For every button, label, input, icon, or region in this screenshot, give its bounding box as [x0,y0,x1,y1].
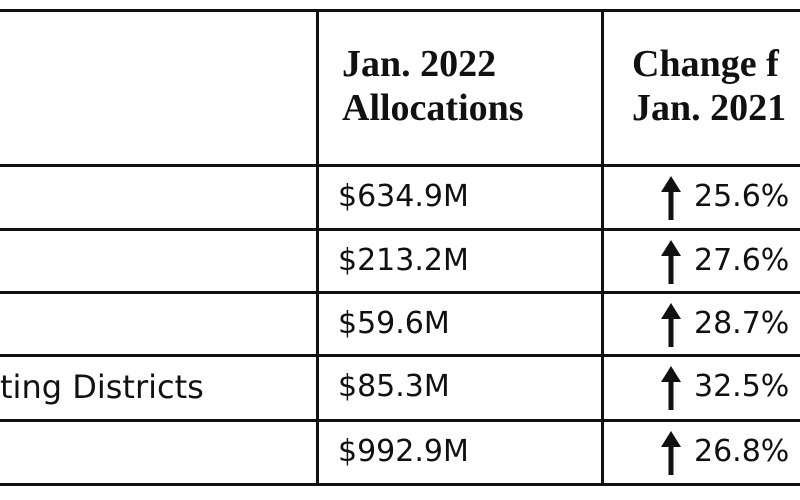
rule [0,354,800,357]
allocation-value: $85.3M [338,369,450,404]
up-arrow [660,303,682,347]
arrow-icon [661,366,681,410]
rule [0,164,800,167]
allocation-value: $213.2M [338,243,469,278]
change-value: 32.5% [694,369,790,404]
rule [0,483,800,486]
up-arrow [660,176,682,220]
up-arrow [660,240,682,284]
change-value: 28.7% [694,306,790,341]
header-line: Change f [632,43,779,85]
header-line: Jan. 2022 [342,43,497,85]
change-value: 27.6% [694,243,790,278]
up-arrow [660,431,682,475]
rule [0,291,800,294]
rule [316,10,319,486]
rule [0,419,800,422]
arrow-icon [661,240,681,284]
column-header: Jan. 2022 Allocations [342,42,524,130]
allocation-value: $634.9M [338,179,469,214]
header-line: Allocations [342,87,524,129]
up-arrow [660,366,682,410]
arrow-icon [661,431,681,475]
row-label: ting Districts [0,368,204,406]
rule [601,10,604,486]
change-value: 26.8% [694,434,790,469]
rule [0,228,800,231]
header-line: Jan. 2021 [632,87,787,129]
arrow-icon [661,303,681,347]
column-header: Change f Jan. 2021 [632,42,786,130]
rule [0,9,800,12]
arrow-icon [661,176,681,220]
allocation-value: $992.9M [338,434,469,469]
change-value: 25.6% [694,179,790,214]
allocation-value: $59.6M [338,306,450,341]
